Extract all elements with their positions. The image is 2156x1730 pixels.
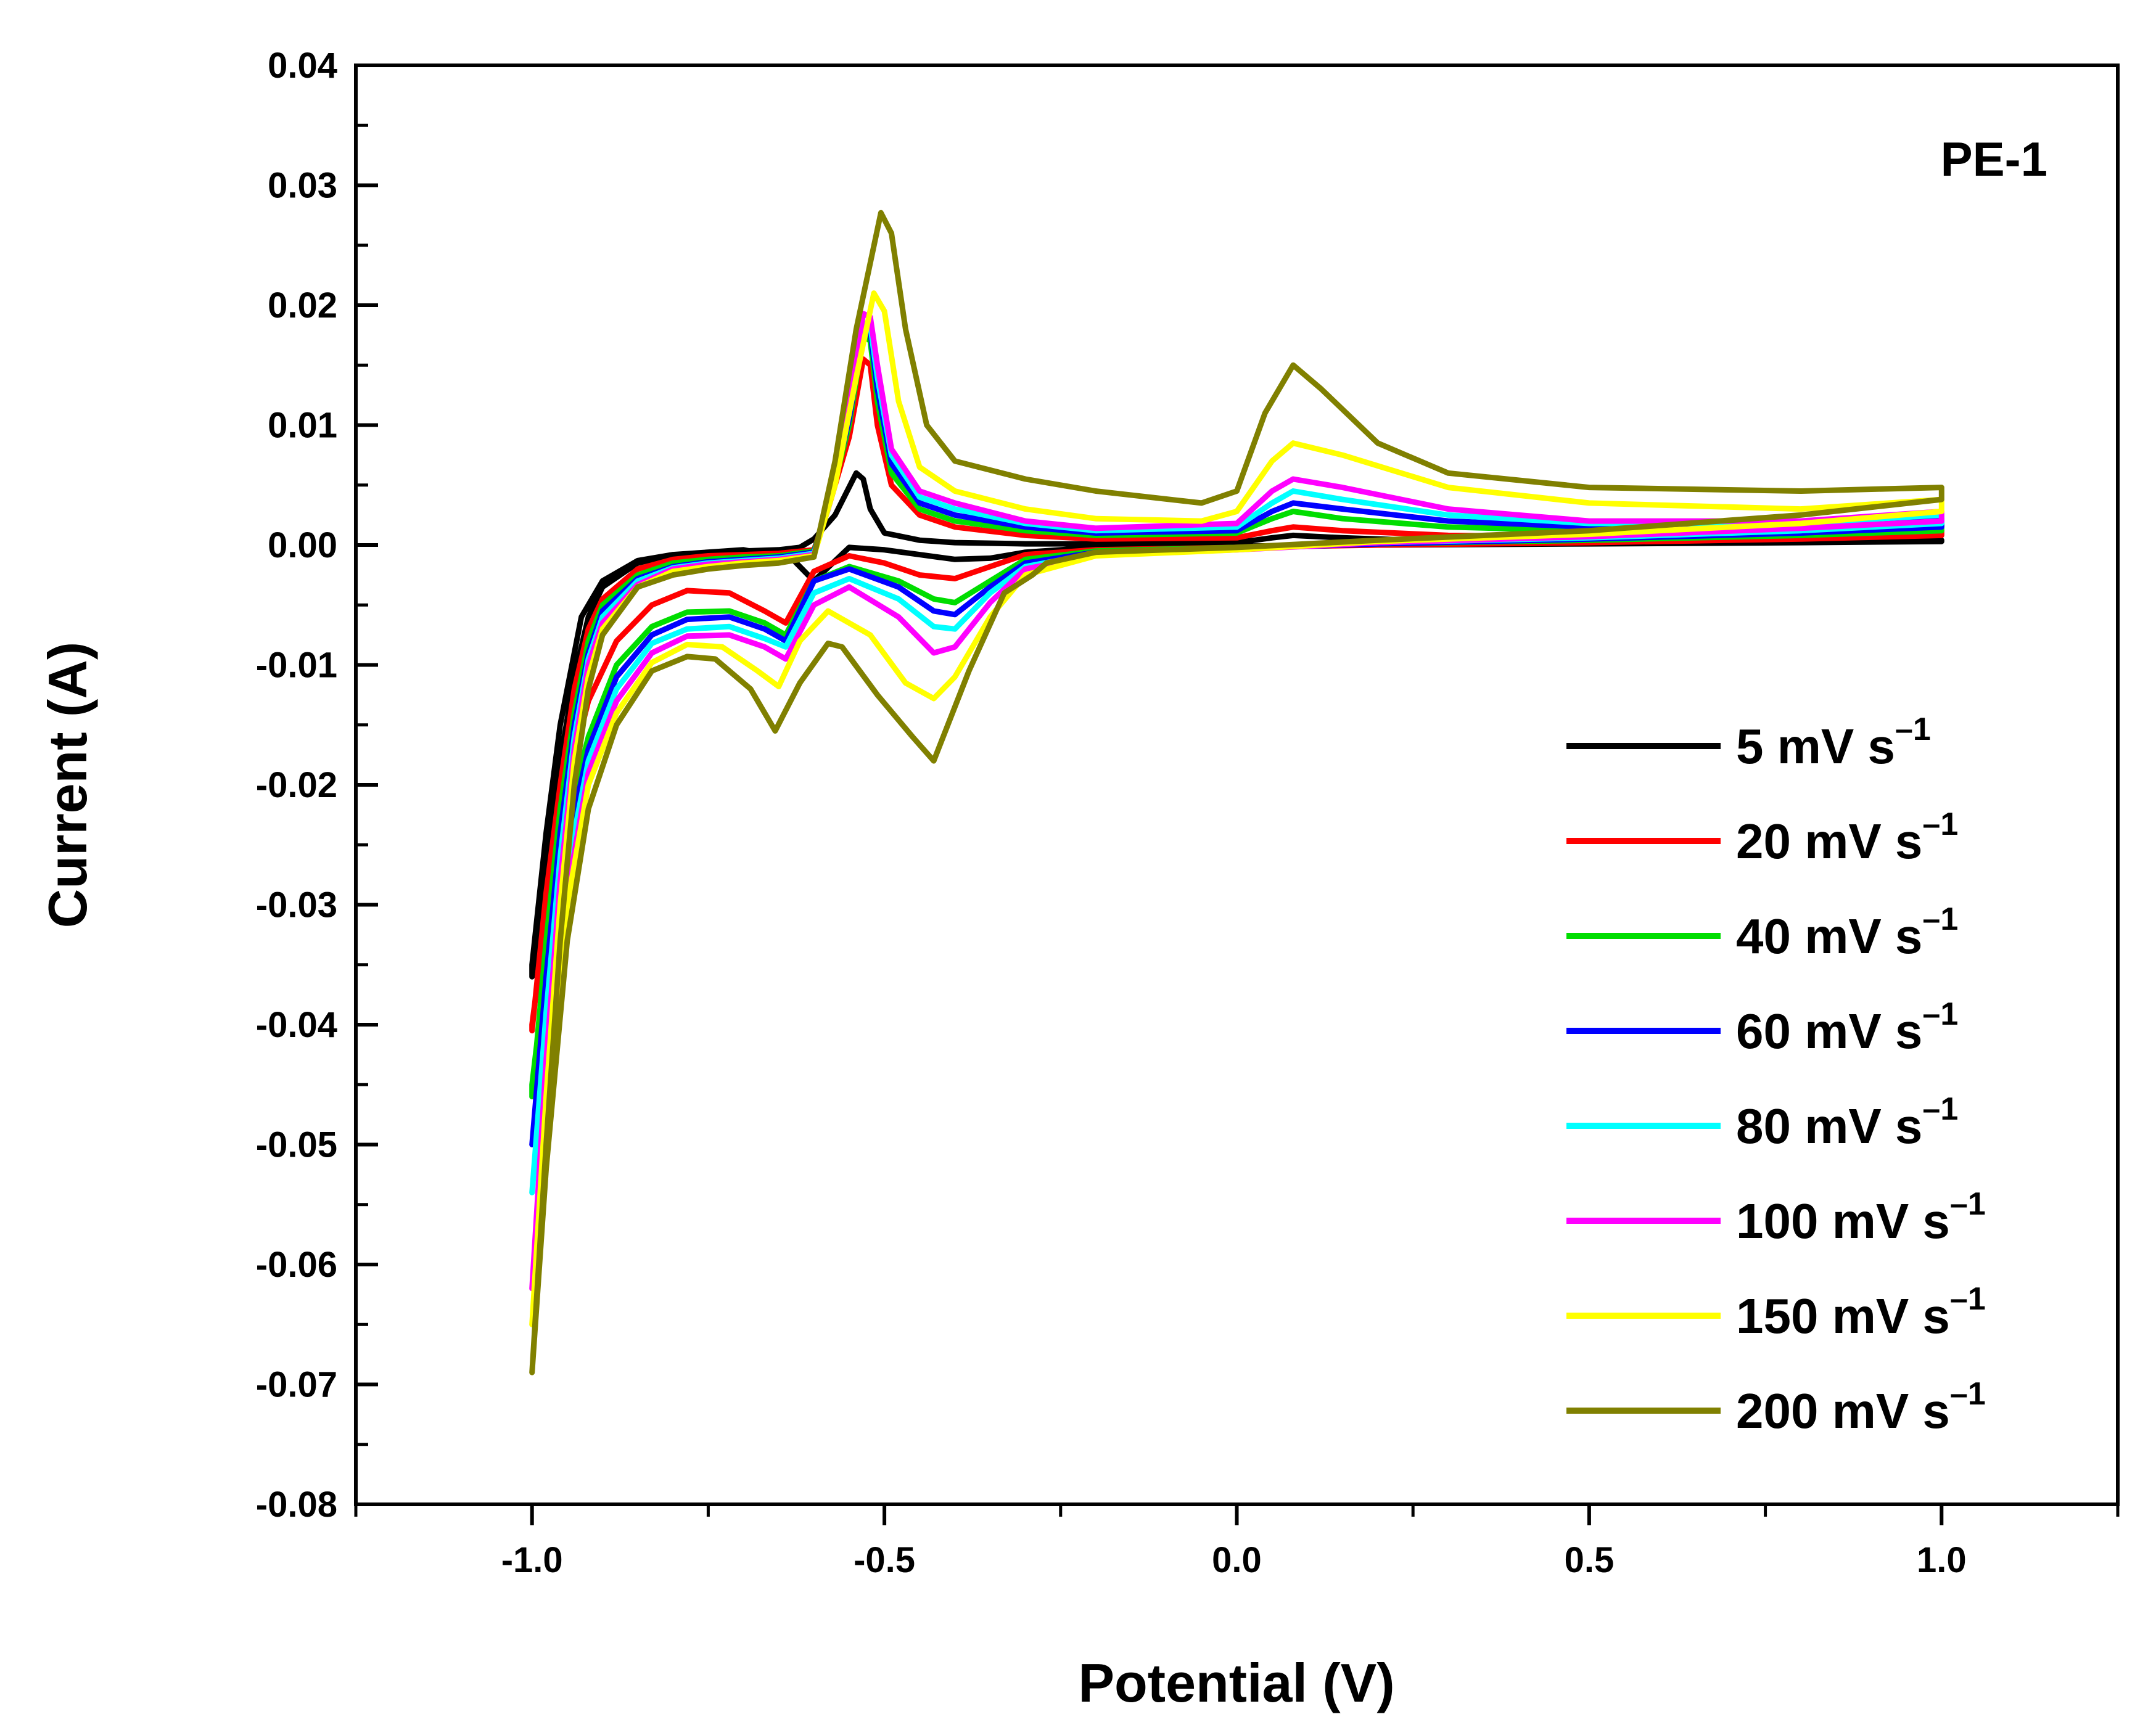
x-tick-label: 0.0 [1212, 1540, 1262, 1580]
y-tick-label: 0.02 [268, 285, 337, 326]
series-curves [529, 210, 1944, 1375]
y-tick-label: -0.07 [256, 1365, 337, 1405]
legend-label-8: 200 mV s–1 [1736, 1376, 1986, 1438]
x-tick-label: 0.5 [1565, 1540, 1615, 1580]
legend-label-7: 150 mV s–1 [1736, 1281, 1986, 1343]
y-tick-label: 0.01 [268, 406, 337, 446]
x-tick-label: 1.0 [1917, 1540, 1967, 1580]
series-line-4 [529, 326, 1944, 1147]
legend-label-5: 80 mV s–1 [1736, 1091, 1958, 1154]
y-axis-ticks: 0.04 0.03 0.02 0.01 0.00 -0.01 -0.02 -0.03 -0.04… [256, 46, 378, 1525]
chart-annotation: PE-1 [1941, 132, 2047, 186]
legend-label-1: 5 mV s–1 [1736, 711, 1931, 774]
y-tick-label: -0.04 [256, 1005, 337, 1045]
legend-label-6: 100 mV s–1 [1736, 1186, 1986, 1248]
y-tick-label: 0.04 [268, 46, 337, 86]
x-axis-ticks: -1.0 -0.5 0.0 0.5 1.0 [354, 1504, 2120, 1580]
series-line-6 [529, 311, 1944, 1292]
y-tick-label: -0.01 [256, 646, 337, 686]
legend-label-4: 60 mV s–1 [1736, 996, 1958, 1059]
legend-label-3: 40 mV s–1 [1736, 901, 1958, 964]
y-tick-label: 0.03 [268, 166, 337, 206]
x-tick-label: -1.0 [501, 1540, 563, 1580]
y-tick-label: -0.05 [256, 1125, 337, 1165]
series-line-3 [529, 332, 1944, 1100]
series-line-2 [529, 356, 1944, 1034]
series-line-7 [529, 290, 1944, 1327]
y-tick-label: 0.00 [268, 525, 337, 565]
y-tick-label: -0.06 [256, 1245, 337, 1285]
legend: 5 mV s–1 20 mV s–1 40 mV s–1 60 mV s–1 80 mV… [1566, 711, 1986, 1438]
y-tick-label: -0.08 [256, 1485, 337, 1525]
series-line-5 [529, 320, 1944, 1195]
y-tick-label: -0.03 [256, 885, 337, 925]
x-tick-label: -0.5 [854, 1540, 915, 1580]
series-line-8 [529, 210, 1944, 1375]
legend-label-2: 20 mV s–1 [1736, 806, 1958, 869]
y-tick-label: -0.02 [256, 765, 337, 805]
x-axis-title: Potential (V) [1078, 1652, 1394, 1713]
y-axis-title: Current (A) [37, 642, 98, 928]
